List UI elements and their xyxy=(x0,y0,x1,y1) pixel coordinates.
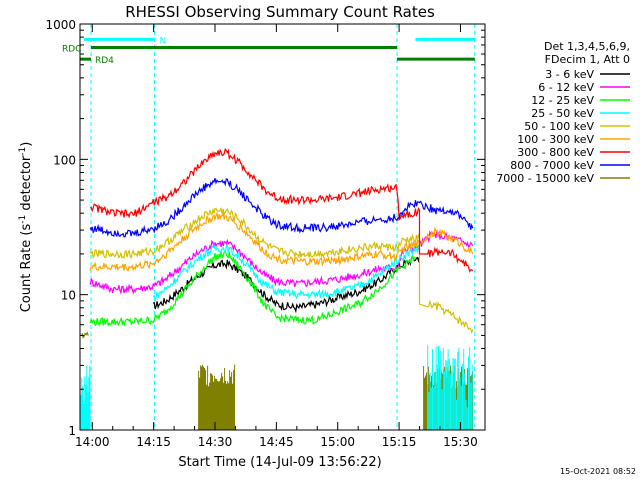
series-line-6 xyxy=(89,147,474,273)
series-7 xyxy=(89,178,474,238)
x-tick-label-2: 14:30 xyxy=(198,435,233,449)
x-axis-label: Start Time (14-Jul-09 13:56:22) xyxy=(178,455,381,470)
series-line-5 xyxy=(89,211,474,273)
series-line-8 xyxy=(81,331,89,339)
legend-label-1: 6 - 12 keV xyxy=(538,81,594,94)
y-tick-label-2: 100 xyxy=(53,153,76,167)
legend-label-3: 25 - 50 keV xyxy=(531,107,594,120)
series-line-2 xyxy=(89,250,416,328)
flag-label-rd4: RD4 xyxy=(95,56,114,66)
series-burst-cyan xyxy=(80,345,473,430)
series-line-3 xyxy=(152,242,421,303)
x-tick-label-6: 15:30 xyxy=(443,435,478,449)
series-2 xyxy=(89,250,416,328)
legend-label-7: 800 - 7000 keV xyxy=(510,159,594,172)
y-tick-label-0: 1 xyxy=(68,424,76,438)
plot-frame xyxy=(79,23,486,431)
plot-timestamp: 15-Oct-2021 08:52 xyxy=(560,467,636,476)
flag-label-rdc: RDC xyxy=(62,45,81,55)
x-tick-label-0: 14:00 xyxy=(75,435,110,449)
y-tick-label-3: 1000 xyxy=(45,18,76,32)
legend-header-0: Det 1,3,4,5,6,9, xyxy=(544,40,630,53)
axes: 14:00 14:15 14:30 14:45 15:00 15:15 15:30 1 10 10… xyxy=(45,18,485,449)
series-line-0 xyxy=(152,254,421,314)
legend-header-1: FDecim 1, Att 0 xyxy=(545,53,630,66)
series-line-4 xyxy=(89,207,474,334)
legend-label-4: 50 - 100 keV xyxy=(524,120,594,133)
legend-label-0: 3 - 6 keV xyxy=(545,68,594,81)
series-3 xyxy=(152,242,421,303)
series-line-7 xyxy=(89,178,474,238)
series-4 xyxy=(89,207,474,334)
series-8 xyxy=(81,331,474,430)
legend-label-8: 7000 - 15000 keV xyxy=(496,172,594,185)
series-burst-8-0 xyxy=(198,364,236,430)
legend-label-6: 300 - 800 keV xyxy=(517,146,594,159)
x-tick-label-4: 15:00 xyxy=(320,435,355,449)
legend: Det 1,3,4,5,6,9,FDecim 1, Att 0 3 - 6 keV… xyxy=(496,40,630,185)
plot-series xyxy=(80,147,474,430)
y-axis-label: Count Rate (s-1 detector-1) xyxy=(18,142,34,313)
x-tick-label-1: 14:15 xyxy=(136,435,171,449)
y-tick-label-1: 10 xyxy=(61,289,76,303)
flag-label-n: N xyxy=(159,36,166,46)
series-0 xyxy=(152,254,421,314)
legend-label-5: 100 - 300 keV xyxy=(517,133,594,146)
x-tick-label-3: 14:45 xyxy=(259,435,294,449)
series-5 xyxy=(89,211,474,273)
x-tick-label-5: 15:15 xyxy=(382,435,417,449)
state-flags: N RDC RD4 xyxy=(62,24,476,430)
series-6 xyxy=(89,147,474,273)
chart-title: RHESSI Observing Summary Count Rates xyxy=(125,3,435,21)
legend-label-2: 12 - 25 keV xyxy=(531,94,594,107)
